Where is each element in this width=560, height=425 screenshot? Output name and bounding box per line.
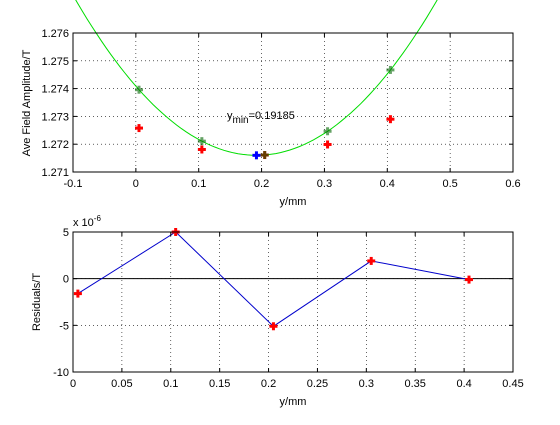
fit-point xyxy=(260,150,269,159)
x-tick-label: 0.1 xyxy=(191,178,206,190)
fit-chart-markers xyxy=(135,65,395,160)
residual-point xyxy=(73,289,82,298)
residual-chart-x-ticks: 0 0.05 0.1 0.15 0.2 0.25 0.3 0.35 0.4 0.45 xyxy=(70,232,524,390)
x-tick-label: 0.45 xyxy=(502,378,523,390)
residual-point xyxy=(465,275,473,284)
x-tick-label: 0.5 xyxy=(442,178,457,190)
fit-chart-grid xyxy=(73,33,513,172)
y-tick-label: -10 xyxy=(53,367,69,379)
x-tick-label: 0 xyxy=(70,378,76,390)
residual-chart-y-label: Residuals/T xyxy=(31,273,43,331)
fit-chart-y-label: Ave Field Amplitude/T xyxy=(21,49,33,156)
x-tick-label: 0.35 xyxy=(405,378,426,390)
y-tick-label: 1.274 xyxy=(41,84,69,96)
y-tick-label: 1.276 xyxy=(41,28,69,40)
x-tick-label: 0.15 xyxy=(209,378,230,390)
measured-point xyxy=(386,115,395,124)
fit-point xyxy=(386,65,395,74)
residual-point xyxy=(367,256,376,265)
residual-chart-x-label: y/mm xyxy=(280,396,307,408)
x-tick-label: -0.1 xyxy=(64,178,83,190)
y-tick-label: 5 xyxy=(63,227,69,239)
minimum-point xyxy=(252,151,261,160)
fit-point xyxy=(323,127,332,136)
annotation-value: =0.19185 xyxy=(249,110,295,122)
y-tick-label: 1.272 xyxy=(41,139,69,151)
exponent-base: x 10 xyxy=(73,217,94,229)
y-tick-label: 1.275 xyxy=(41,56,69,68)
annotation-symbol: y xyxy=(227,110,233,122)
annotation-subscript: min xyxy=(233,115,249,126)
residual-chart-y-ticks: -10 -5 0 5 xyxy=(53,227,513,379)
exponent-power: -6 xyxy=(94,214,102,223)
y-tick-label: 1.273 xyxy=(41,111,69,123)
x-tick-label: 0.3 xyxy=(317,178,332,190)
x-tick-label: 0.2 xyxy=(254,178,269,190)
y-tick-label: 0 xyxy=(63,274,69,286)
fit-chart-axes-box xyxy=(72,32,514,173)
x-tick-label: 0.4 xyxy=(456,378,471,390)
measured-point xyxy=(323,140,332,149)
x-tick-label: 0.1 xyxy=(163,378,178,390)
y-tick-label: -5 xyxy=(59,320,69,332)
x-tick-label: 0.4 xyxy=(380,178,395,190)
x-tick-label: 0.25 xyxy=(307,378,328,390)
fit-point xyxy=(135,85,143,94)
residual-chart-grid xyxy=(73,232,513,372)
fit-chart-y-ticks: 1.271 1.272 1.273 1.274 1.275 1.276 xyxy=(41,28,513,179)
x-tick-label: 0.6 xyxy=(505,178,520,190)
x-tick-label: 0.2 xyxy=(261,378,276,390)
residual-point xyxy=(269,322,278,331)
x-tick-label: 0 xyxy=(133,178,139,190)
fit-chart-x-ticks: -0.1 0 0.1 0.2 0.3 0.4 0.5 0.6 xyxy=(64,33,521,190)
x-tick-label: 0.05 xyxy=(111,378,132,390)
residual-exponent-label: x 10-6 xyxy=(73,214,101,229)
x-tick-label: 0.3 xyxy=(359,378,374,390)
fit-chart: -0.1 0 0.1 0.2 0.3 0.4 0.5 0.6 1.2711.2721.2731… xyxy=(21,0,521,208)
y-tick-label: 1.271 xyxy=(41,167,69,179)
fit-point xyxy=(197,137,206,146)
measured-point xyxy=(135,124,143,133)
fit-chart-x-label: y/mm xyxy=(280,196,307,208)
minimum-annotation: ymin=0.19185 xyxy=(227,110,295,126)
residual-chart-axes-box xyxy=(72,231,514,373)
residual-chart: 0 0.05 0.1 0.15 0.2 0.25 0.3 0.35 0.4 0.45 -10-50… xyxy=(31,214,524,408)
measured-point xyxy=(197,145,206,154)
